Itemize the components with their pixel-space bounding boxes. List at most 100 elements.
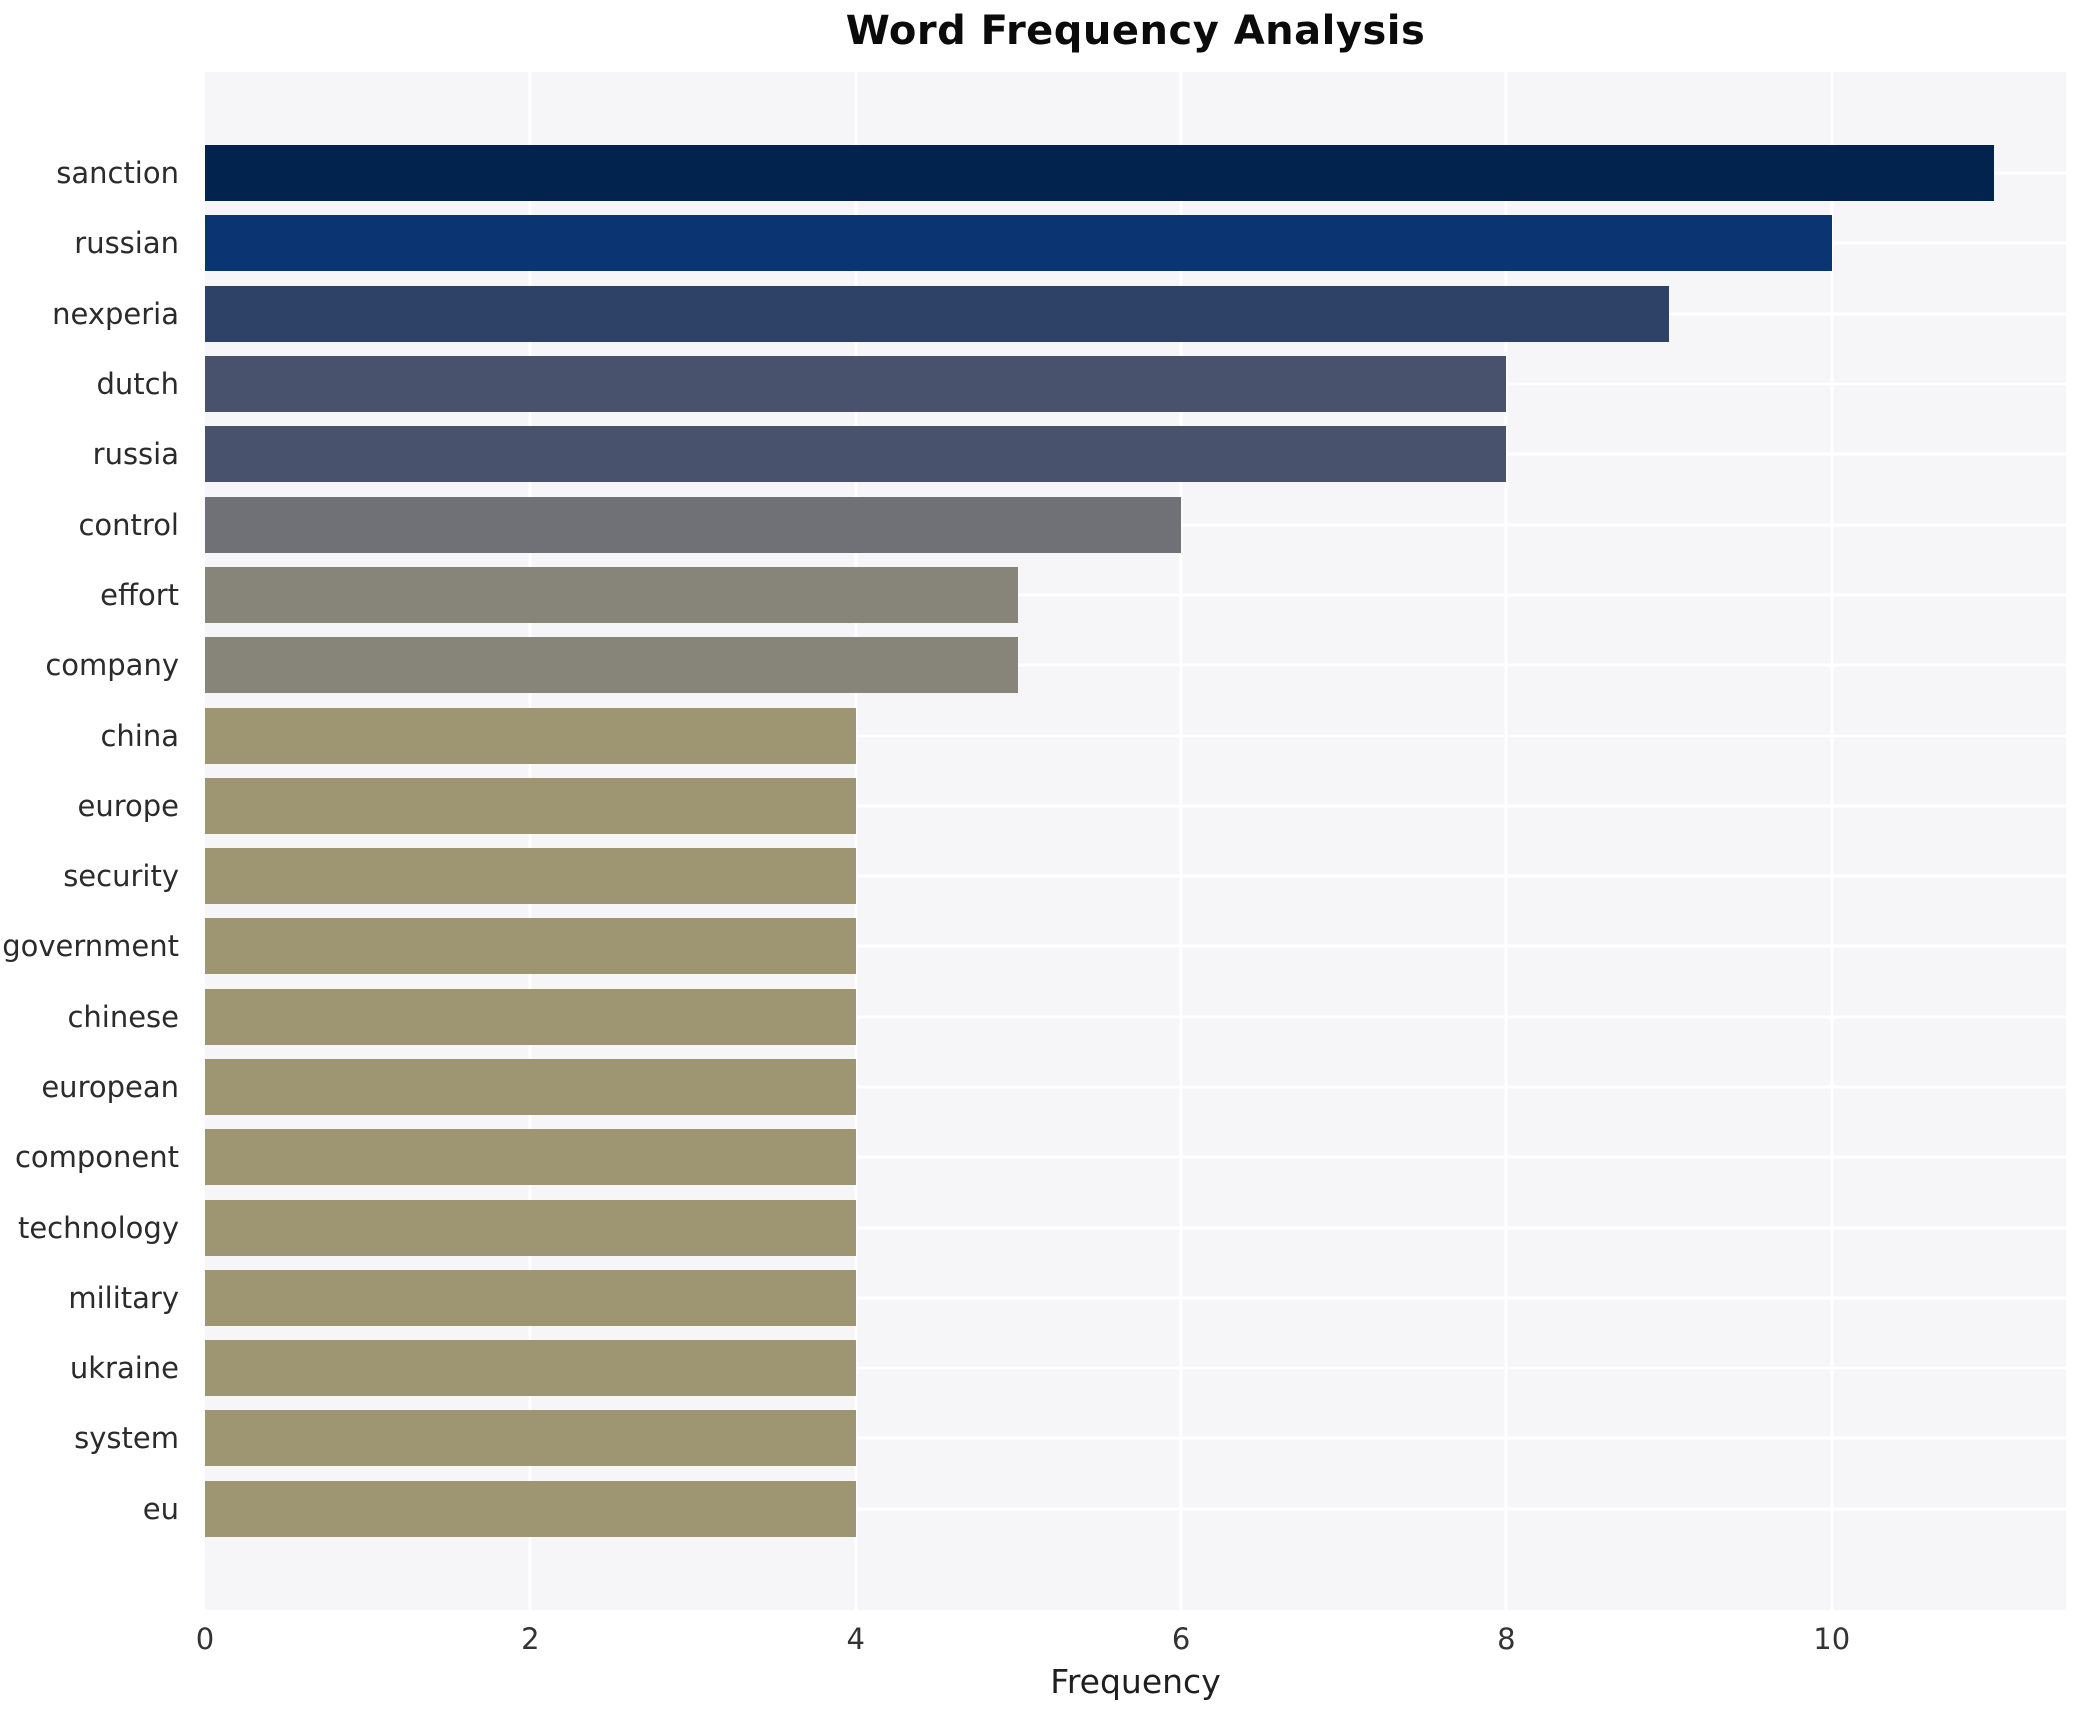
bar-nexperia — [205, 285, 1670, 342]
bar-effort — [205, 566, 1019, 623]
bar-security — [205, 848, 856, 905]
category-label: technology — [17, 1210, 179, 1245]
bar-ukraine — [205, 1340, 856, 1397]
category-label: government — [2, 929, 179, 964]
bar-government — [205, 918, 856, 975]
category-label: component — [14, 1140, 179, 1175]
bar-track — [205, 1403, 2066, 1473]
category-label: russian — [74, 226, 179, 261]
horizontal-gridline — [205, 663, 2066, 667]
category-label: ukraine — [69, 1351, 179, 1386]
x-axis-label: Frequency — [1050, 1662, 1221, 1701]
bar-row: company — [0, 630, 2085, 700]
horizontal-gridline — [205, 804, 2066, 808]
horizontal-gridline — [205, 874, 2066, 878]
bar-chinese — [205, 988, 856, 1045]
bar-track — [205, 700, 2066, 770]
bar-track — [205, 911, 2066, 981]
bar-dutch — [205, 356, 1507, 413]
bar-european — [205, 1059, 856, 1115]
horizontal-gridline — [205, 1085, 2066, 1089]
vertical-gridline — [1830, 72, 1834, 1610]
category-label: european — [41, 1070, 179, 1104]
vertical-gridline — [1179, 72, 1183, 1610]
bar-row: russia — [0, 419, 2085, 489]
category-label: sanction — [56, 156, 179, 191]
category-label: military — [68, 1280, 179, 1315]
bar-track — [205, 1333, 2066, 1403]
bars-container: sanction russian nexperia dutch russia contro… — [0, 72, 2085, 1610]
bar-row: chinese — [0, 982, 2085, 1052]
bar-track — [205, 982, 2066, 1052]
category-label: europe — [77, 788, 180, 823]
category-label: nexperia — [52, 296, 179, 331]
bar-row: eu — [0, 1474, 2085, 1544]
bar-track — [205, 208, 2066, 278]
horizontal-gridline — [205, 944, 2066, 948]
bar-row: european — [0, 1052, 2085, 1122]
bar-company — [205, 637, 1019, 694]
x-tick-label: 0 — [195, 1622, 215, 1656]
bar-row: technology — [0, 1192, 2085, 1262]
horizontal-gridline — [205, 1436, 2066, 1440]
category-label: effort — [100, 577, 179, 612]
x-tick-label: 2 — [521, 1622, 540, 1656]
bar-track — [205, 841, 2066, 911]
category-label: dutch — [96, 367, 179, 402]
bar-russia — [205, 426, 1507, 483]
category-label: company — [45, 648, 179, 683]
bar-system — [205, 1410, 856, 1467]
bar-military — [205, 1269, 856, 1326]
x-axis: 0 2 4 6 8 10 — [196, 1622, 2066, 1662]
category-label: system — [74, 1421, 179, 1456]
horizontal-gridline — [205, 593, 2066, 597]
bar-row: europe — [0, 771, 2085, 841]
bar-row: government — [0, 911, 2085, 981]
bar-track — [205, 1263, 2066, 1333]
bar-track — [205, 560, 2066, 630]
bar-row: system — [0, 1403, 2085, 1473]
bar-row: effort — [0, 560, 2085, 630]
category-label: chinese — [67, 999, 179, 1034]
horizontal-gridline — [205, 1155, 2066, 1159]
x-tick-label: 8 — [1497, 1622, 1516, 1656]
bar-eu — [205, 1480, 856, 1537]
bar-row: russian — [0, 208, 2085, 278]
bar-europe — [205, 777, 856, 834]
bar-china — [205, 707, 856, 764]
bar-track — [205, 279, 2066, 349]
category-label: control — [78, 507, 179, 542]
horizontal-gridline — [205, 1366, 2066, 1370]
bar-row: dutch — [0, 349, 2085, 419]
bar-technology — [205, 1199, 856, 1256]
bar-control — [205, 496, 1182, 553]
bar-track — [205, 771, 2066, 841]
bar-track — [205, 349, 2066, 419]
bar-row: control — [0, 489, 2085, 559]
horizontal-gridline — [205, 734, 2066, 738]
bar-row: component — [0, 1122, 2085, 1192]
category-label: russia — [92, 437, 179, 472]
horizontal-gridline — [205, 1015, 2066, 1019]
bar-russian — [205, 215, 1832, 272]
bar-track — [205, 1192, 2066, 1262]
bar-sanction — [205, 145, 1995, 202]
bar-row: security — [0, 841, 2085, 911]
category-label: security — [63, 859, 179, 894]
bar-track — [205, 630, 2066, 700]
bar-track — [205, 138, 2066, 208]
category-label: eu — [142, 1491, 179, 1526]
bar-track — [205, 419, 2066, 489]
bar-track — [205, 1474, 2066, 1544]
bar-row: china — [0, 700, 2085, 770]
bar-component — [205, 1129, 856, 1186]
x-tick-label: 4 — [846, 1622, 865, 1656]
bar-track — [205, 489, 2066, 559]
bar-row: military — [0, 1263, 2085, 1333]
horizontal-gridline — [205, 1296, 2066, 1300]
bar-row: nexperia — [0, 279, 2085, 349]
chart-title: Word Frequency Analysis — [845, 8, 1426, 54]
category-label: china — [100, 718, 179, 753]
horizontal-gridline — [205, 1226, 2066, 1230]
